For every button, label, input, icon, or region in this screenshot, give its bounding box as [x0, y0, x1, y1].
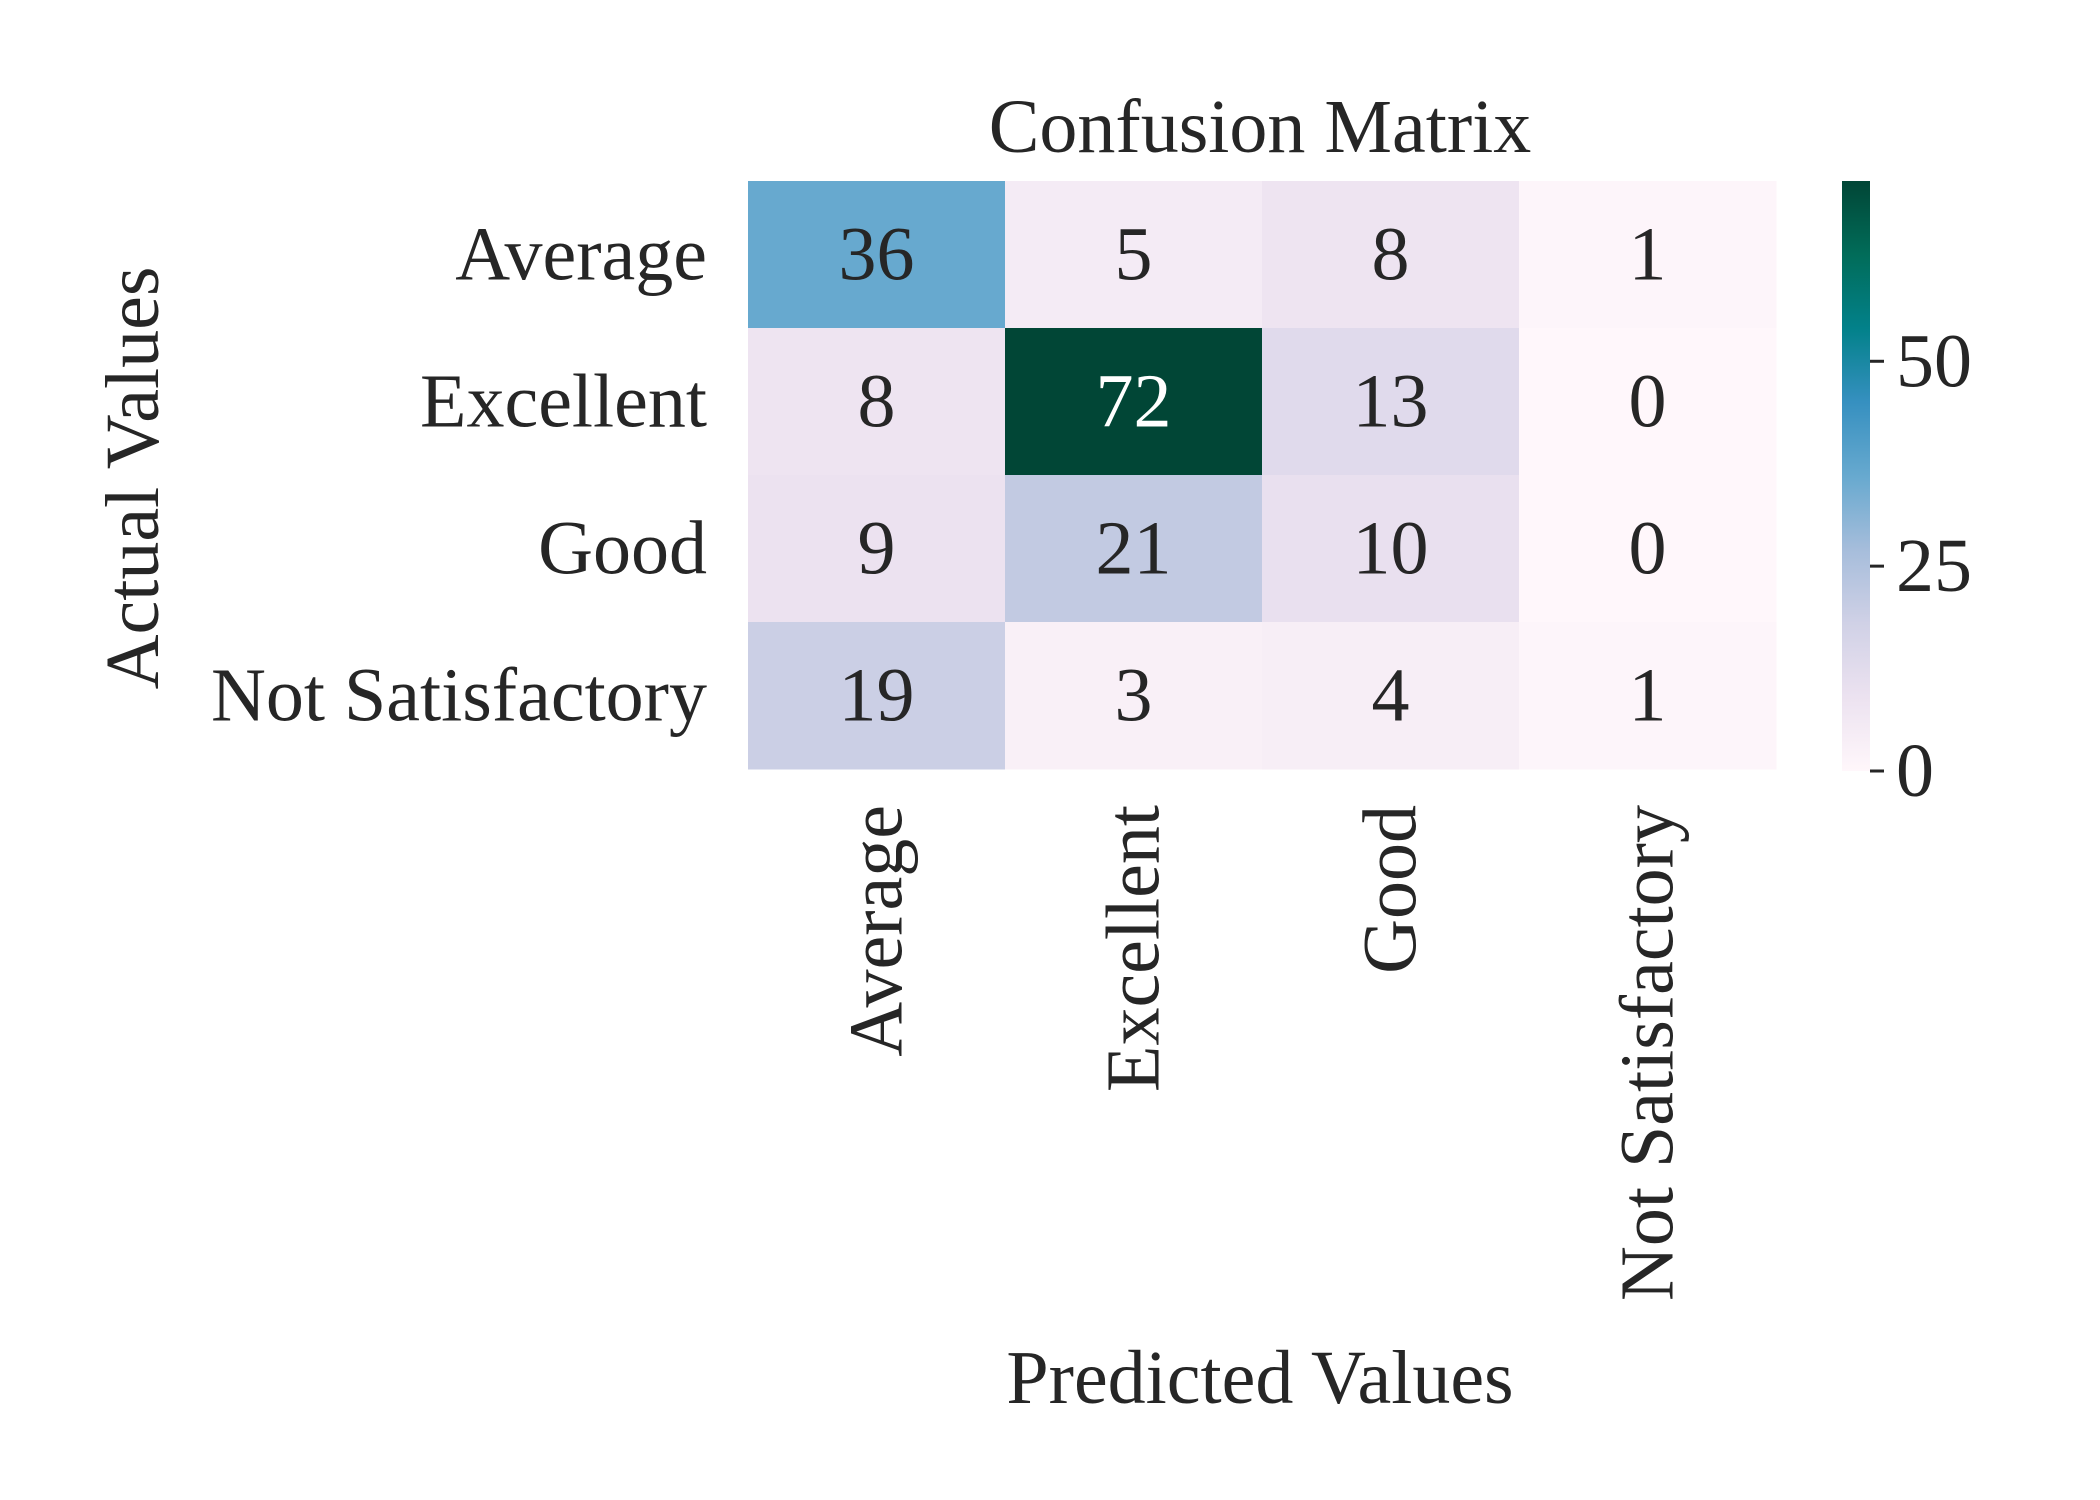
heatmap-cell-r3-c2	[1262, 622, 1520, 770]
heatmap-cell-r0-c0	[748, 181, 1006, 329]
cell-value-r0-c1: 5	[1115, 213, 1153, 297]
row-label-1: Excellent	[420, 360, 707, 444]
heatmap-cell-r3-c0	[748, 622, 1006, 770]
cell-value-r1-c2: 13	[1353, 360, 1429, 444]
heatmap-cell-r2-c0	[748, 475, 1006, 623]
column-label-2: Good	[1349, 805, 1433, 974]
cell-value-r2-c1: 21	[1096, 507, 1172, 591]
row-tick-labels: Average Excellent Good Not Satisfactory	[211, 213, 707, 738]
colorbar-tick-label-0: 0	[1896, 729, 1934, 813]
heatmap-cell-r1-c1	[1005, 328, 1263, 476]
cell-value-r3-c1: 3	[1115, 654, 1153, 738]
heatmap-cell-r2-c1	[1005, 475, 1263, 623]
column-label-1: Excellent	[1092, 805, 1176, 1092]
heatmap-cell-r2-c3	[1519, 475, 1777, 623]
heatmap-cell-r2-c2	[1262, 475, 1520, 623]
column-tick-labels: Average Excellent Good Not Satisfactory	[835, 805, 1690, 1301]
heatmap-cell-r1-c2	[1262, 328, 1520, 476]
cell-value-r1-c1: 72	[1096, 360, 1172, 444]
row-label-2: Good	[538, 507, 707, 591]
cell-value-r1-c0: 8	[858, 360, 896, 444]
heatmap-cell-r3-c3	[1519, 622, 1777, 770]
cell-value-r2-c2: 10	[1353, 507, 1429, 591]
heatmap-cell-r0-c1	[1005, 181, 1263, 329]
heatmap-cell-r0-c2	[1262, 181, 1520, 329]
cell-value-r1-c3: 0	[1629, 360, 1667, 444]
cell-value-r0-c3: 1	[1629, 213, 1667, 297]
colorbar-tick-label-2: 50	[1896, 319, 1972, 403]
x-axis-title: Predicted Values	[1006, 1336, 1513, 1420]
heatmap-cell-r1-c3	[1519, 328, 1777, 476]
colorbar-ticks: 0 25 50	[1870, 319, 1972, 813]
cell-annotations: 36 5 8 1 8 72 13 0 9 21 10 0 19 3 4 1	[839, 213, 1667, 738]
cell-value-r2-c0: 9	[858, 507, 896, 591]
chart-title: Confusion Matrix	[989, 85, 1532, 169]
y-axis-title: Actual Values	[91, 267, 175, 690]
cell-value-r3-c3: 1	[1629, 654, 1667, 738]
heatmap-cells	[748, 181, 1777, 770]
cell-value-r0-c2: 8	[1372, 213, 1410, 297]
column-label-0: Average	[835, 805, 919, 1057]
row-label-0: Average	[455, 213, 707, 297]
cell-value-r2-c3: 0	[1629, 507, 1667, 591]
row-label-3: Not Satisfactory	[211, 654, 707, 738]
column-label-3: Not Satisfactory	[1606, 805, 1690, 1301]
heatmap-cell-r3-c1	[1005, 622, 1263, 770]
heatmap-cell-r1-c0	[748, 328, 1006, 476]
colorbar-tick-label-1: 25	[1896, 524, 1972, 608]
cell-value-r0-c0: 36	[839, 213, 915, 297]
heatmap-cell-r0-c3	[1519, 181, 1777, 329]
cell-value-r3-c2: 4	[1372, 654, 1410, 738]
colorbar	[1842, 181, 1870, 771]
cell-value-r3-c0: 19	[839, 654, 915, 738]
